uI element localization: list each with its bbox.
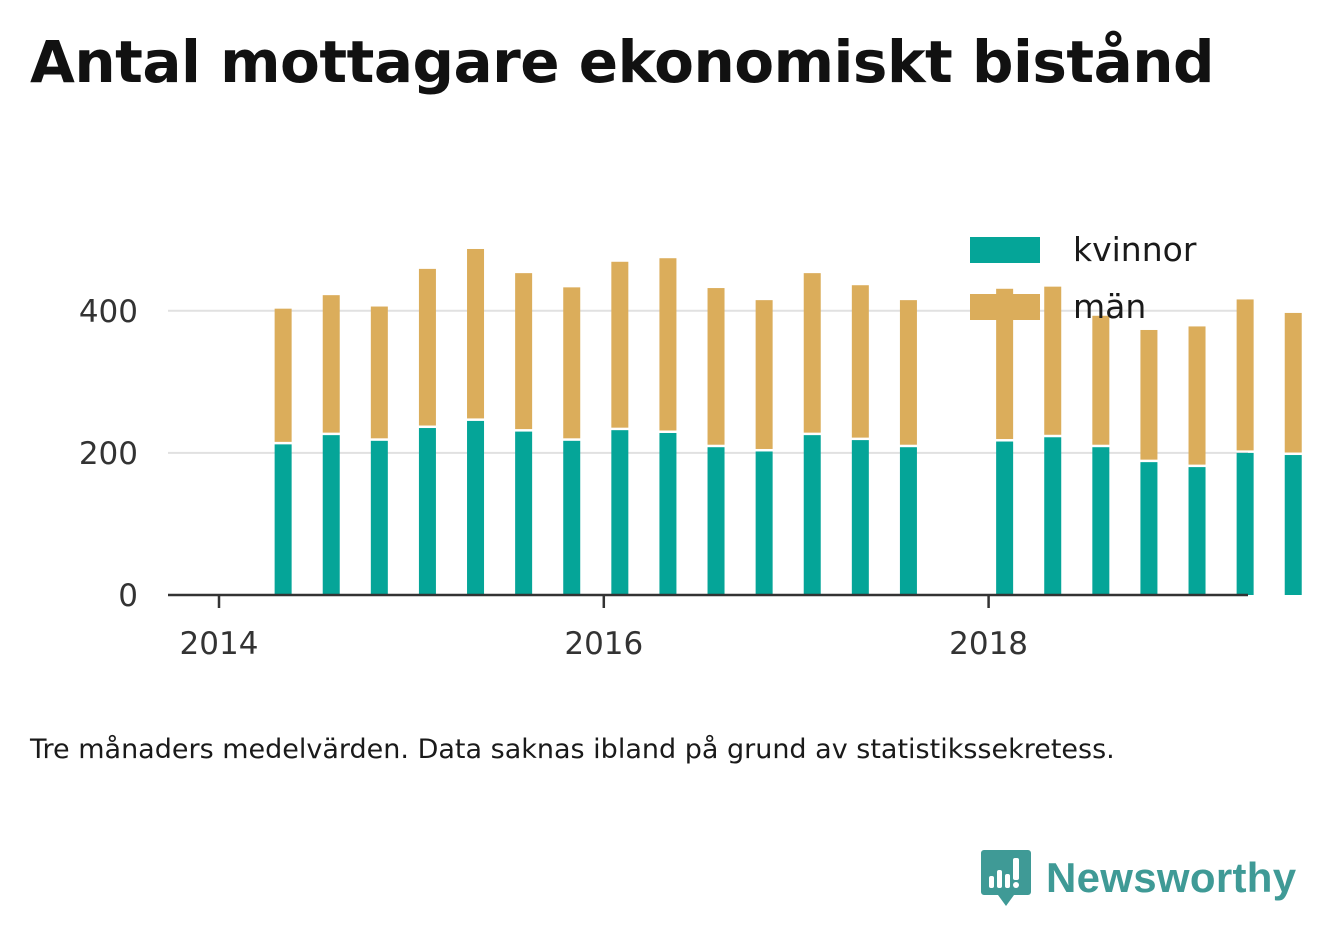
bar-man (467, 248, 485, 419)
bar-man (1284, 312, 1302, 453)
x-tick-label: 2018 (949, 626, 1028, 662)
x-tick-label: 2016 (564, 626, 643, 662)
bar-man (803, 273, 821, 433)
bar-kvinnor (707, 447, 725, 595)
x-tick-label: 2014 (180, 626, 259, 662)
bar-kvinnor (418, 428, 436, 595)
bar-man (274, 308, 292, 442)
bar-man (707, 288, 725, 445)
bar-man (370, 306, 388, 439)
legend: kvinnor män (970, 230, 1197, 326)
bar-kvinnor (996, 441, 1014, 595)
y-tick-label: 400 (79, 294, 138, 330)
legend-swatch (970, 294, 1040, 320)
bar-kvinnor (899, 447, 917, 595)
bar-kvinnor (322, 435, 340, 595)
bar-kvinnor (563, 440, 581, 595)
axes: 0200400201420162018202020222024 (79, 294, 1248, 662)
bar-kvinnor (1188, 467, 1206, 595)
chart-title: Antal mottagare ekonomiskt bistånd (30, 28, 1215, 96)
legend-swatch (970, 237, 1040, 263)
bar-man (1236, 299, 1254, 451)
footnote: Tre månaders medelvärden. Data saknas ib… (30, 734, 1115, 765)
bar-man (1140, 329, 1158, 460)
legend-label: män (1073, 287, 1146, 326)
bar-man (996, 288, 1014, 440)
bar-man (322, 295, 340, 433)
bar-kvinnor (755, 451, 773, 595)
bar-man (1188, 326, 1206, 465)
bar-man (1044, 286, 1062, 435)
bar-kvinnor (1044, 437, 1062, 595)
bar-kvinnor (274, 444, 292, 595)
bar-man (899, 300, 917, 445)
bar-man (418, 268, 436, 426)
legend-label: kvinnor (1073, 230, 1197, 269)
bar-kvinnor (515, 431, 533, 595)
bar-kvinnor (1092, 447, 1110, 595)
y-tick-label: 200 (79, 436, 138, 472)
bar-chart-speech-bubble-icon (981, 850, 1031, 906)
bar-kvinnor (467, 420, 485, 595)
bar-man (755, 300, 773, 449)
bar-kvinnor (851, 440, 869, 595)
chart-area: 0200400201420162018202020222024 kvinnorm… (79, 230, 1302, 662)
bars (274, 248, 1302, 595)
bar-man (563, 287, 581, 439)
bar-kvinnor (803, 435, 821, 595)
bar-kvinnor (611, 430, 629, 595)
brand-logo: Newsworthy (980, 848, 1296, 908)
bar-man (659, 258, 677, 431)
brand-name: Newsworthy (1046, 854, 1297, 901)
bar-man (611, 261, 629, 428)
y-tick-label: 0 (118, 578, 138, 614)
bar-man (1092, 315, 1110, 445)
bar-kvinnor (370, 440, 388, 595)
bar-kvinnor (1284, 455, 1302, 595)
bar-kvinnor (1140, 462, 1158, 595)
bar-kvinnor (659, 433, 677, 595)
bar-kvinnor (1236, 452, 1254, 595)
bar-man (515, 273, 533, 430)
bar-man (851, 285, 869, 438)
